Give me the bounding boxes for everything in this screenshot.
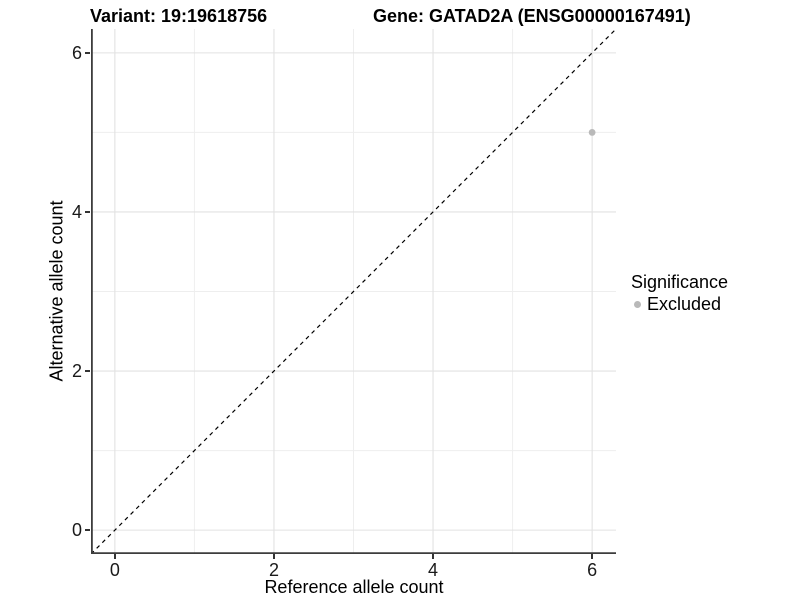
y-axis-tick-mark: [85, 211, 90, 213]
x-axis-tick-mark: [114, 554, 116, 559]
y-axis-tick-label: 2: [71, 361, 82, 382]
legend: Significance Excluded: [631, 272, 728, 314]
y-axis-tick-label: 4: [71, 201, 82, 222]
y-axis-tick-mark: [85, 52, 90, 54]
x-axis-tick-mark: [591, 554, 593, 559]
x-axis-tick-label: 0: [109, 560, 120, 580]
plot-title-gene: Gene: GATAD2A (ENSG00000167491): [373, 6, 691, 26]
plot-canvas: [91, 29, 616, 554]
legend-entry-label: Excluded: [647, 294, 722, 314]
legend-entry-excluded: Excluded: [631, 294, 728, 314]
x-axis-tick-mark: [273, 554, 275, 559]
y-axis-tick-mark: [85, 370, 90, 372]
plot-title-variant: Variant: 19:19618756: [90, 6, 268, 26]
x-axis-tick-mark: [432, 554, 434, 559]
legend-key-dot-icon: [634, 300, 641, 308]
y-axis-title: Alternative allele count: [46, 200, 67, 382]
x-axis-tick-label: 2: [268, 560, 279, 580]
x-axis-tick-label: 6: [587, 560, 598, 580]
y-axis-tick-mark: [85, 529, 90, 531]
x-axis-title: Reference allele count: [264, 577, 444, 597]
plot-panel: [91, 29, 616, 554]
y-axis-tick-label: 0: [71, 520, 82, 541]
x-axis-tick-label: 4: [428, 560, 439, 580]
y-axis-tick-label: 6: [71, 42, 82, 63]
legend-title: Significance: [631, 272, 729, 292]
